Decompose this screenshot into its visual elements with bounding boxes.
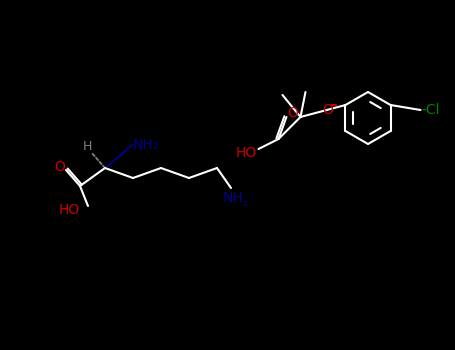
Text: H: H xyxy=(82,140,92,154)
Text: -Cl: -Cl xyxy=(421,103,440,117)
Text: ₂: ₂ xyxy=(243,196,248,209)
Text: HO: HO xyxy=(58,203,80,217)
Polygon shape xyxy=(105,145,132,168)
Text: O: O xyxy=(287,106,298,120)
Text: O: O xyxy=(55,160,66,174)
Text: NH₂: NH₂ xyxy=(133,138,159,152)
Text: NH: NH xyxy=(222,191,243,205)
Text: HO: HO xyxy=(236,146,257,160)
Text: O: O xyxy=(322,103,333,117)
